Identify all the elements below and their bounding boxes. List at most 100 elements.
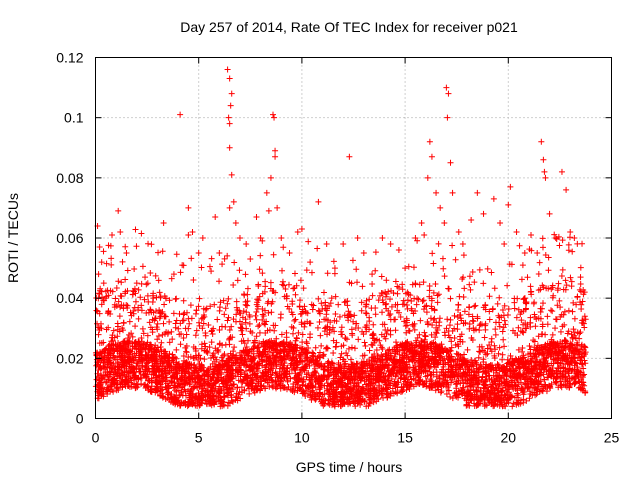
data-point <box>332 310 339 317</box>
data-point <box>354 235 361 241</box>
data-point <box>460 293 467 300</box>
data-point <box>370 321 377 328</box>
data-point <box>424 174 431 181</box>
data-point <box>539 300 546 307</box>
data-point <box>577 280 584 287</box>
data-point <box>320 372 327 379</box>
data-point <box>402 265 409 272</box>
data-point <box>132 323 139 330</box>
data-point <box>131 265 138 272</box>
data-point <box>224 317 231 324</box>
data-point <box>185 204 192 211</box>
data-point <box>153 308 160 315</box>
data-point <box>159 331 166 338</box>
data-point <box>121 369 128 376</box>
data-point <box>228 171 235 178</box>
data-point <box>325 368 332 375</box>
data-point <box>192 310 199 317</box>
data-point <box>451 312 458 319</box>
data-point <box>120 327 127 334</box>
data-point <box>255 323 262 330</box>
data-point <box>238 321 245 328</box>
data-point <box>300 285 307 292</box>
data-point <box>499 328 506 335</box>
data-point <box>449 189 456 196</box>
data-point <box>524 375 531 382</box>
data-point <box>403 329 410 336</box>
data-point <box>286 250 293 257</box>
data-point <box>358 299 365 306</box>
data-point <box>394 290 401 297</box>
data-point <box>455 228 462 235</box>
data-point <box>157 381 164 388</box>
data-point <box>243 309 250 316</box>
data-point <box>103 293 110 300</box>
data-point <box>209 360 216 367</box>
data-point <box>215 346 222 353</box>
data-point <box>395 309 402 316</box>
data-point <box>432 334 439 341</box>
data-point <box>515 346 522 353</box>
data-point <box>257 252 264 259</box>
data-point <box>455 307 462 314</box>
data-point <box>156 289 163 296</box>
data-point <box>110 327 117 334</box>
data-point <box>330 349 337 356</box>
data-point <box>481 334 488 341</box>
data-point <box>259 316 266 323</box>
data-point <box>262 385 269 392</box>
data-point <box>569 248 576 255</box>
data-point <box>491 285 498 292</box>
data-point <box>299 339 306 346</box>
data-point <box>178 331 185 338</box>
data-point <box>278 235 285 241</box>
data-point <box>537 344 544 351</box>
data-point <box>291 317 298 324</box>
data-point <box>127 309 134 316</box>
data-point <box>266 383 273 390</box>
data-point <box>328 359 335 366</box>
data-point <box>531 311 538 318</box>
data-point <box>581 313 588 320</box>
data-point <box>192 348 199 355</box>
data-point <box>538 138 545 145</box>
data-point <box>318 342 325 349</box>
data-point <box>326 383 333 390</box>
data-point <box>474 189 481 196</box>
data-point <box>579 240 586 247</box>
data-point <box>420 279 427 286</box>
data-point <box>553 379 560 386</box>
data-point <box>436 375 443 382</box>
data-point <box>185 325 192 332</box>
data-point <box>581 371 588 378</box>
data-point <box>382 293 389 300</box>
data-point <box>189 228 196 235</box>
data-point <box>262 321 269 328</box>
data-point <box>341 312 348 319</box>
data-point <box>297 277 304 284</box>
data-point <box>366 296 373 303</box>
data-point <box>232 373 239 380</box>
data-point <box>464 346 471 353</box>
data-point <box>363 297 370 304</box>
data-point <box>140 371 147 378</box>
data-point <box>388 303 395 310</box>
data-point <box>242 368 249 375</box>
data-point <box>521 250 528 257</box>
data-point <box>582 351 589 358</box>
data-point <box>115 278 122 285</box>
data-point <box>351 312 358 319</box>
data-point <box>345 345 352 352</box>
data-point <box>536 259 543 266</box>
data-point <box>443 391 450 398</box>
data-point <box>414 347 421 354</box>
data-point <box>510 400 517 407</box>
data-point <box>548 381 555 388</box>
data-point <box>112 295 119 302</box>
data-point <box>484 265 491 272</box>
data-point <box>365 386 372 393</box>
data-point <box>253 308 260 315</box>
data-point <box>229 398 236 405</box>
data-point <box>462 319 469 326</box>
data-point <box>137 294 144 301</box>
